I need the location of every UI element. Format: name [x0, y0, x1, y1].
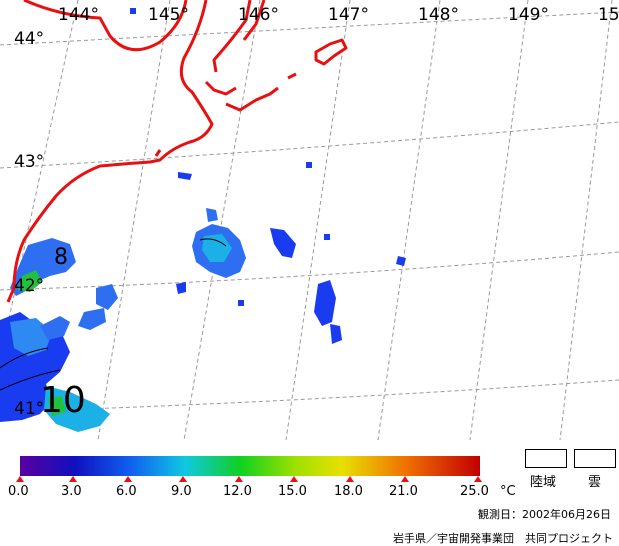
sst-patch-east-1	[270, 228, 296, 258]
sst-patches	[0, 8, 406, 432]
lat-label-42: 42°	[14, 276, 44, 296]
colorbar-tick-25: 25.0	[460, 484, 489, 499]
lon-label-148: 148°	[418, 5, 459, 25]
sst-patch-mid-west-2	[78, 308, 106, 330]
sst-patch-tiny-7	[130, 8, 136, 14]
lon-label-146: 146°	[238, 5, 279, 25]
sst-patch-tiny-6	[238, 300, 244, 306]
colorbar-tick-21: 21.0	[389, 484, 418, 499]
lon-label-149: 149°	[508, 5, 549, 25]
lon-label-145: 145°	[148, 5, 189, 25]
sst-patch-tiny-2	[306, 162, 312, 168]
lat-label-44: 44°	[14, 29, 44, 49]
sst-patch-coastal-green	[18, 270, 42, 292]
colorbar-tick-labels: 0.0 3.0 6.0 9.0 12.0 15.0 18.0 21.0 25.0…	[8, 484, 516, 499]
land-legend-label: 陸域	[530, 475, 557, 490]
colorbar-tick-18: 18.0	[334, 484, 363, 499]
land-legend-swatch	[525, 449, 567, 468]
colorbar-tick-6: 6.0	[116, 484, 137, 499]
colorbar	[20, 456, 480, 476]
sst-patch-south-green	[48, 396, 66, 416]
colorbar-tick-9: 9.0	[171, 484, 192, 499]
sst-patch-tiny-4	[324, 234, 330, 240]
lat-label-41: 41°	[14, 399, 44, 419]
lon-label-147: 147°	[328, 5, 369, 25]
colorbar-ticks	[16, 476, 482, 482]
sst-patch-east-3	[330, 324, 342, 344]
contour-label-10: 10	[40, 380, 86, 421]
sst-patch-central-north	[206, 208, 218, 222]
contour-label-8: 8	[54, 245, 68, 270]
sst-patch-mid-west	[96, 284, 118, 310]
colorbar-tick-0: 0.0	[8, 484, 29, 499]
latitude-labels: 44° 43° 42° 41°	[14, 29, 44, 419]
project-credit: 岩手県／宇宙開発事業団 共同プロジェクト	[393, 532, 613, 545]
latitude-gridlines	[0, 11, 619, 413]
lat-label-43: 43°	[14, 152, 44, 172]
colorbar-tick-3: 3.0	[61, 484, 82, 499]
colorbar-tick-15: 15.0	[278, 484, 307, 499]
observation-date: 観測日：2002年06月26日	[478, 508, 611, 521]
sst-patch-tiny-5	[176, 282, 186, 294]
longitude-labels: 144° 145° 146° 147° 148° 149° 15	[58, 5, 619, 25]
sst-patch-tiny-1	[178, 172, 192, 180]
lon-label-144: 144°	[58, 5, 99, 25]
longitude-gridlines	[0, 0, 613, 441]
lon-label-150: 15	[598, 5, 619, 25]
sst-patch-mid-west-3	[40, 316, 70, 340]
coastline	[6, 0, 348, 303]
isotherm-lines	[0, 238, 227, 391]
colorbar-unit: °C	[500, 484, 516, 499]
colorbar-tick-12: 12.0	[223, 484, 252, 499]
sst-patch-central-warm	[202, 234, 232, 262]
cloud-legend-swatch	[574, 449, 616, 468]
sst-patch-tiny-3	[396, 256, 406, 266]
sst-patch-east-2	[314, 280, 336, 326]
cloud-legend-label: 雲	[588, 475, 602, 490]
